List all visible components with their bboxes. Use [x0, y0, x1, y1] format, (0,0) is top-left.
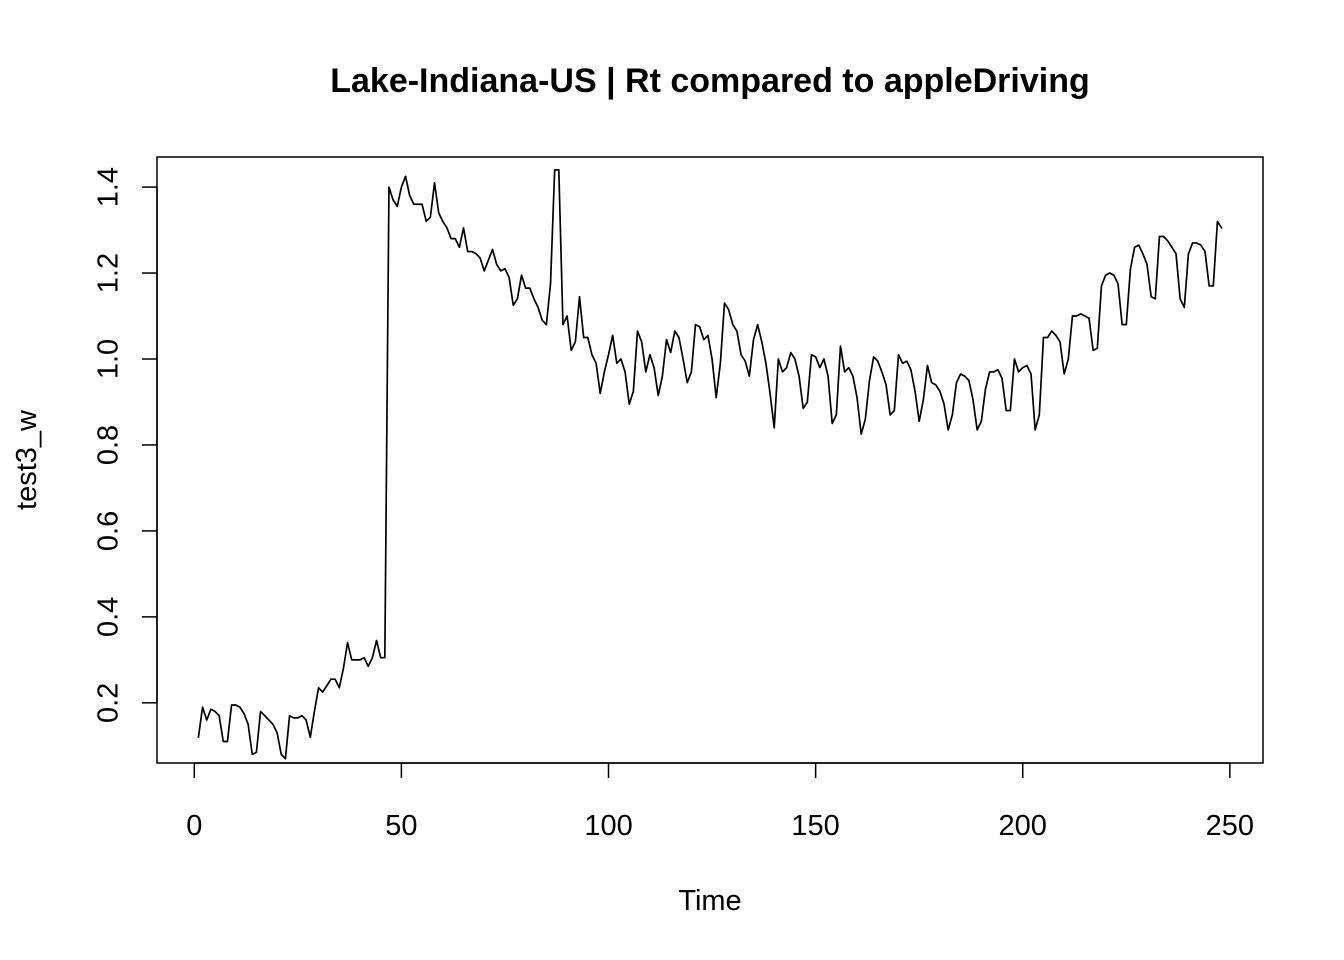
plot-frame [157, 157, 1263, 763]
x-tick-label: 200 [999, 810, 1047, 842]
y-tick-label: 1.2 [93, 253, 125, 293]
y-axis-label: test3_w [11, 409, 43, 510]
x-tick-label: 150 [791, 810, 839, 842]
y-tick-label: 0.4 [93, 597, 125, 637]
x-tick-label: 100 [584, 810, 632, 842]
y-tick-label: 1.0 [93, 339, 125, 379]
x-axis: 0 50 100 150 200 250 [186, 763, 1254, 842]
x-tick-label: 0 [186, 810, 202, 842]
x-tick-label: 250 [1206, 810, 1254, 842]
y-axis: 0.2 0.4 0.6 0.8 1.0 1.2 1.4 [93, 167, 157, 723]
y-tick-label: 0.2 [93, 683, 125, 723]
x-axis-label: Time [678, 885, 741, 917]
y-tick-label: 0.6 [93, 511, 125, 551]
y-tick-label: 1.4 [93, 167, 125, 207]
y-tick-label: 0.8 [93, 425, 125, 465]
x-tick-label: 50 [385, 810, 417, 842]
series-line [198, 170, 1221, 759]
chart-title: Lake-Indiana-US | Rt compared to appleDr… [330, 62, 1090, 100]
